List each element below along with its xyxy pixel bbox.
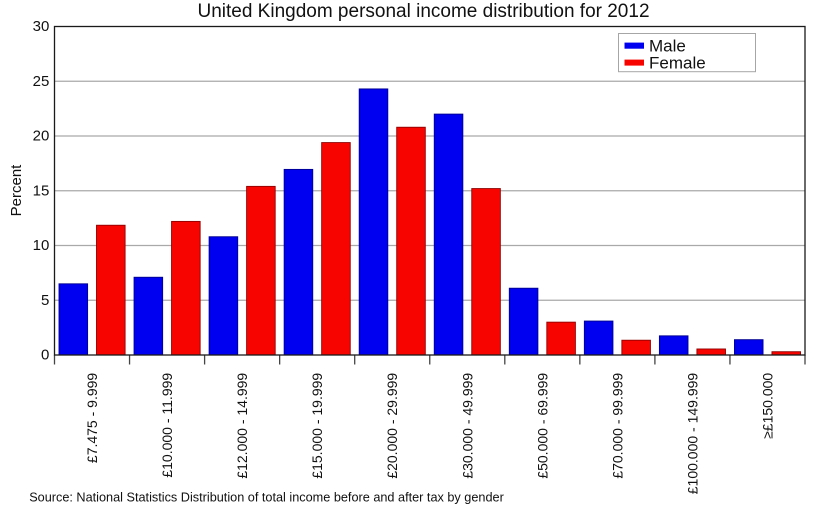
svg-text:£15.000 - 19.999: £15.000 - 19.999 xyxy=(309,373,325,479)
svg-text:£50.000 - 69.999: £50.000 - 69.999 xyxy=(534,373,550,479)
svg-text:0: 0 xyxy=(41,347,49,364)
svg-text:Source: National Statistics Di: Source: National Statistics Distribution… xyxy=(29,491,504,505)
svg-text:≥£150.000: ≥£150.000 xyxy=(759,373,775,439)
svg-text:£70.000 - 99.999: £70.000 - 99.999 xyxy=(609,373,625,479)
svg-text:£12.000 - 14.999: £12.000 - 14.999 xyxy=(234,373,250,479)
svg-text:£7.475 - 9.999: £7.475 - 9.999 xyxy=(84,373,100,464)
svg-text:30: 30 xyxy=(33,18,50,35)
svg-text:£30.000 - 49.999: £30.000 - 49.999 xyxy=(459,373,475,479)
svg-text:United Kingdom personal income: United Kingdom personal income distribut… xyxy=(197,1,649,22)
svg-text:5: 5 xyxy=(41,292,49,309)
svg-text:£10.000 - 11.999: £10.000 - 11.999 xyxy=(159,373,175,478)
svg-text:Percent: Percent xyxy=(8,164,25,217)
svg-text:£20.000 - 29.999: £20.000 - 29.999 xyxy=(384,373,400,479)
svg-text:10: 10 xyxy=(33,237,50,254)
svg-text:£100.000 - 149.999: £100.000 - 149.999 xyxy=(684,373,700,495)
svg-text:25: 25 xyxy=(33,73,50,90)
svg-text:15: 15 xyxy=(33,182,50,199)
svg-text:Female: Female xyxy=(649,53,706,72)
svg-text:Male: Male xyxy=(649,36,686,55)
svg-text:20: 20 xyxy=(33,128,50,145)
